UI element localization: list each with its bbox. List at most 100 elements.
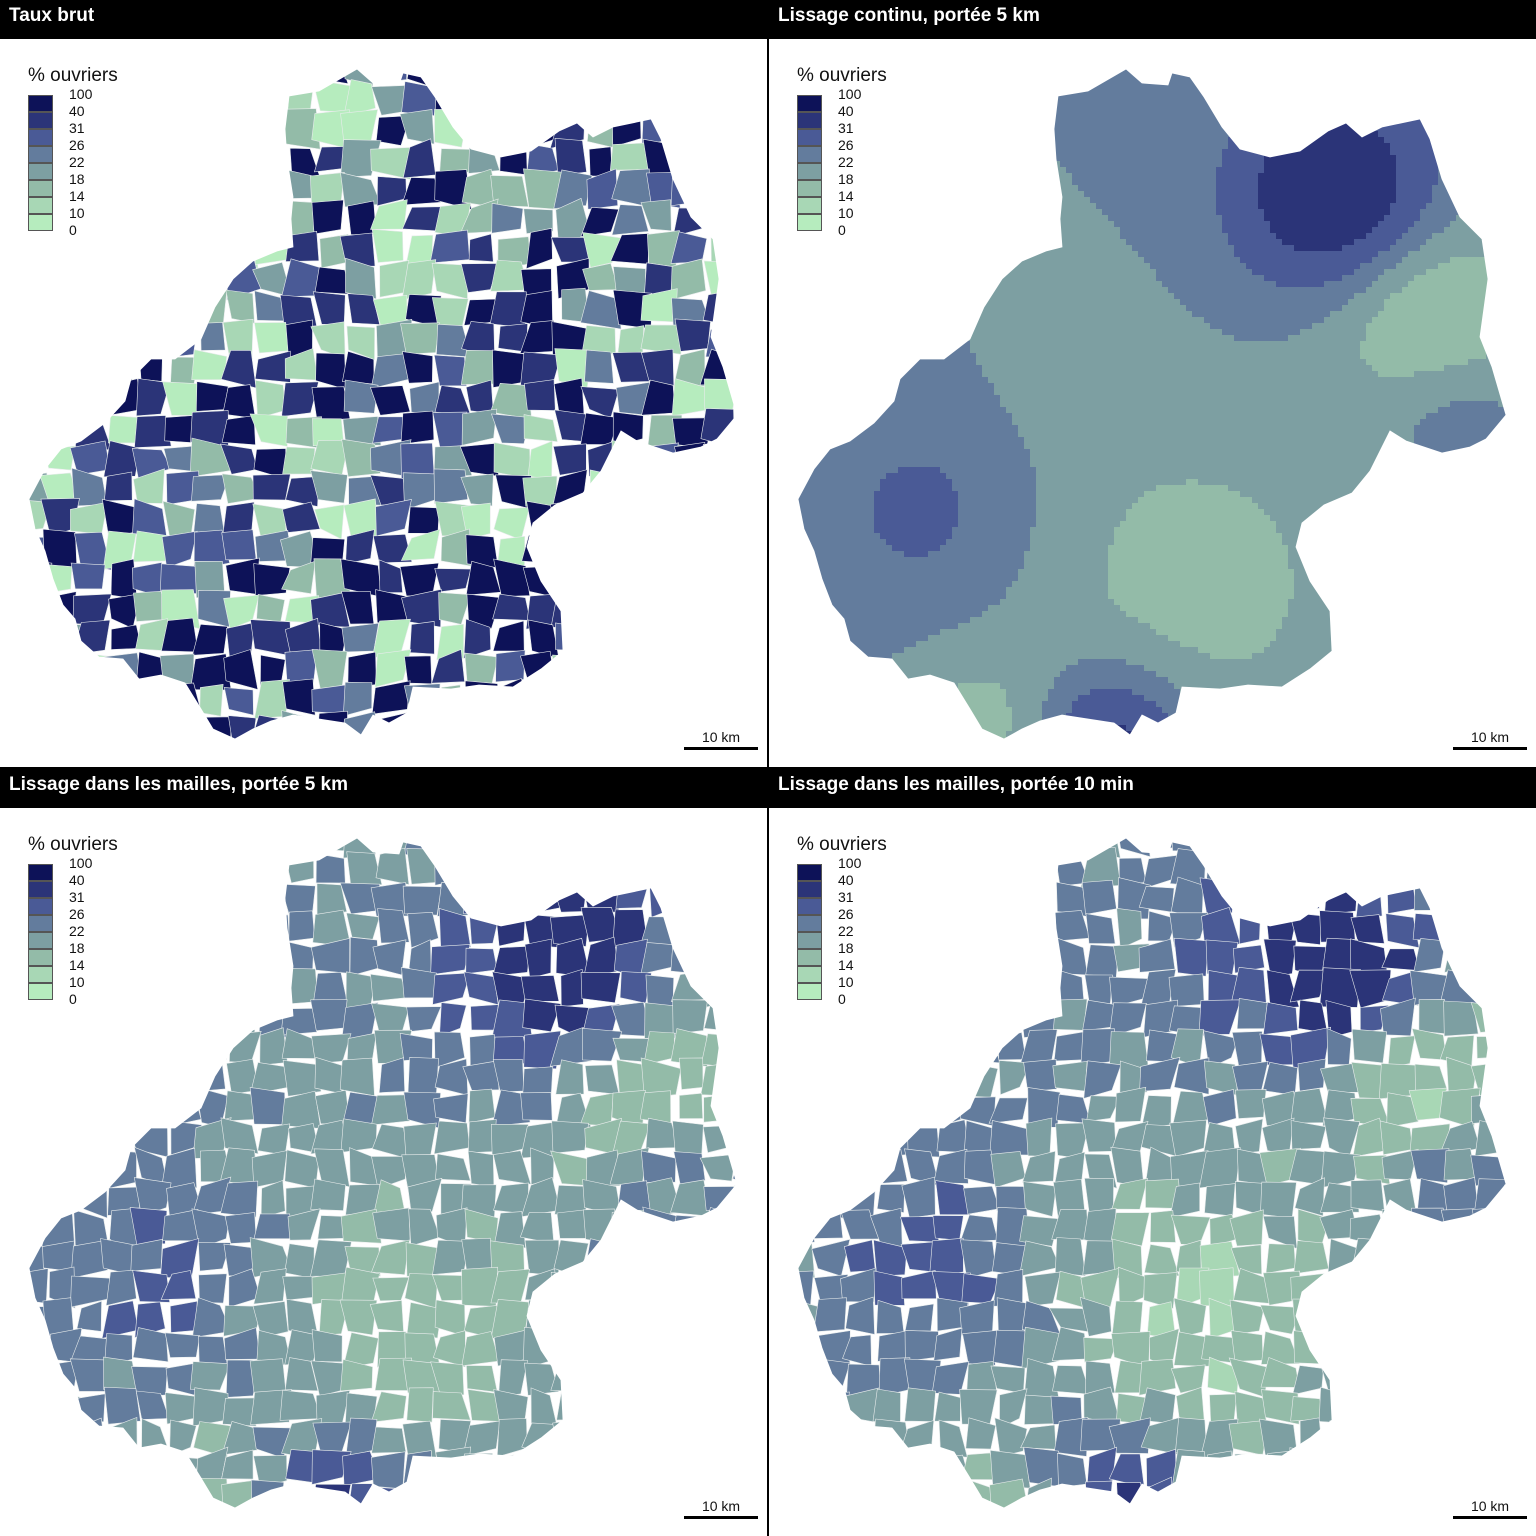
commune-region [798, 1449, 818, 1488]
commune-region [932, 1215, 964, 1241]
commune-region [988, 1097, 1028, 1124]
commune-region [680, 468, 708, 510]
commune-region [1116, 907, 1143, 950]
commune-region [371, 1426, 407, 1454]
commune-region [557, 713, 591, 739]
commune-region [1320, 1450, 1359, 1483]
commune-region [1022, 1150, 1056, 1183]
commune-region [167, 1026, 202, 1069]
commune-region [29, 296, 49, 327]
commune-region [227, 715, 257, 739]
commune-region [286, 745, 322, 766]
map-regions [29, 838, 737, 1508]
commune-region [165, 852, 202, 878]
scale-bar-line [684, 747, 758, 750]
commune-region [1229, 1299, 1265, 1335]
commune-region [584, 1334, 614, 1367]
legend-row: 0 [797, 222, 887, 248]
commune-region [935, 1180, 971, 1216]
commune-region [557, 1332, 591, 1369]
commune-region [162, 201, 197, 238]
commune-region [407, 506, 440, 534]
commune-region [674, 318, 711, 352]
commune-region [553, 169, 593, 209]
commune-region [76, 1300, 102, 1332]
legend-break-label: 31 [838, 889, 854, 905]
commune-region [1229, 1209, 1264, 1247]
commune-region [1171, 838, 1210, 853]
commune-region [1472, 851, 1506, 889]
commune-region [311, 199, 344, 235]
commune-region [221, 415, 256, 446]
commune-region [554, 1451, 583, 1487]
commune-region [905, 878, 936, 913]
commune-region [136, 854, 170, 879]
commune-region [1081, 879, 1117, 915]
legend-swatch [28, 915, 53, 932]
commune-region [615, 838, 646, 857]
commune-region [645, 847, 681, 883]
commune-region [43, 1453, 80, 1488]
commune-region [900, 1477, 941, 1508]
commune-region [435, 1153, 471, 1182]
legend-row: 0 [797, 991, 887, 1017]
legend-row: 22 [797, 154, 887, 180]
commune-region [958, 1477, 993, 1508]
commune-region [556, 1507, 589, 1508]
legend-break-label: 40 [838, 103, 854, 119]
commune-region [1293, 1240, 1330, 1275]
legend-swatch [797, 966, 822, 983]
commune-region [191, 847, 231, 887]
legend-row: 10 [28, 974, 118, 1000]
commune-region [580, 591, 623, 629]
commune-region [642, 534, 677, 571]
commune-region [340, 172, 382, 208]
legend-row: 18 [797, 171, 887, 197]
commune-region [491, 202, 524, 234]
commune-region [1416, 1422, 1446, 1455]
legend-swatch [797, 881, 822, 898]
commune-region [130, 1454, 169, 1489]
commune-region [998, 1060, 1032, 1096]
commune-region [1501, 1217, 1506, 1249]
commune-region [1052, 1486, 1081, 1508]
commune-region [46, 649, 79, 682]
scale-bar: 10 km [1453, 729, 1527, 750]
legend-row: 0 [28, 991, 118, 1017]
commune-region [164, 1392, 198, 1425]
commune-region [900, 945, 937, 979]
commune-region [904, 1330, 939, 1362]
commune-region [1378, 1331, 1419, 1362]
commune-region [611, 204, 649, 236]
commune-region [556, 1387, 585, 1421]
legend-break-label: 10 [69, 974, 85, 990]
commune-region [464, 652, 499, 685]
commune-region [194, 168, 227, 201]
commune-region [468, 233, 494, 263]
commune-region [406, 1387, 434, 1423]
commune-region [1297, 1058, 1327, 1092]
commune-region [734, 851, 737, 890]
legend-swatch [797, 898, 822, 915]
commune-region [994, 1417, 1028, 1457]
commune-region [198, 1242, 232, 1272]
commune-region [70, 562, 106, 590]
commune-region [404, 655, 433, 685]
commune-region [646, 499, 682, 540]
commune-region [738, 78, 766, 113]
commune-region [643, 1266, 676, 1305]
legend-swatch [797, 146, 822, 163]
commune-region [1319, 1182, 1360, 1213]
commune-region [254, 350, 291, 383]
commune-region [1262, 1001, 1299, 1035]
commune-region [101, 347, 134, 389]
commune-region [609, 69, 652, 84]
commune-region [41, 621, 82, 656]
commune-region [433, 1120, 471, 1155]
commune-region [611, 110, 642, 148]
commune-region [845, 1032, 875, 1067]
commune-region [29, 1389, 44, 1423]
commune-region [340, 1359, 373, 1392]
commune-region [964, 1004, 1001, 1034]
commune-region [44, 412, 79, 449]
